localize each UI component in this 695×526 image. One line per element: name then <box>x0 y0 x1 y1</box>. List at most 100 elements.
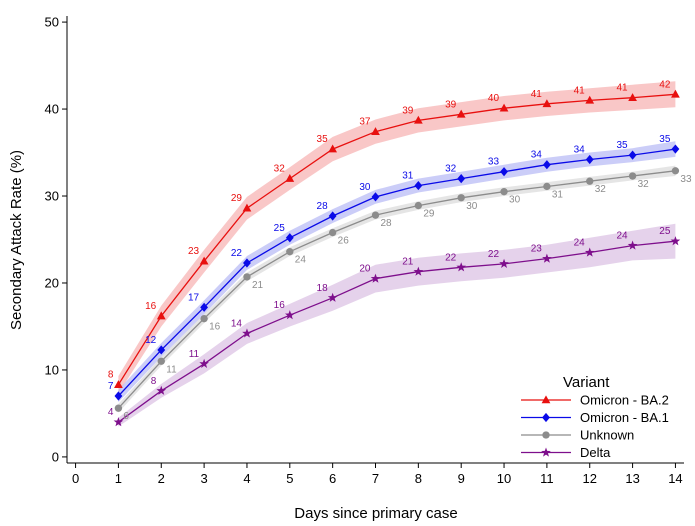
x-tick-label: 9 <box>458 471 465 486</box>
legend: Variant Omicron - BA.2 Omicron - BA.1 Unkno… <box>521 374 669 460</box>
data-point <box>499 103 509 112</box>
x-tick-label: 13 <box>625 471 639 486</box>
confidence-band <box>118 81 676 394</box>
data-point <box>457 174 466 184</box>
confidence-band <box>118 141 676 403</box>
series-delta <box>113 236 681 427</box>
data-point <box>542 431 550 439</box>
data-point <box>413 266 424 276</box>
data-label: 31 <box>552 189 564 200</box>
data-label: 17 <box>188 292 200 303</box>
y-tick-label: 50 <box>45 15 59 30</box>
series-layer <box>113 89 681 427</box>
data-point <box>371 127 380 135</box>
data-point <box>328 211 337 221</box>
x-axis-title: Days since primary case <box>294 505 457 522</box>
data-point <box>671 144 680 154</box>
data-point <box>370 273 381 283</box>
data-point <box>671 89 680 98</box>
data-point <box>414 201 423 210</box>
data-point <box>156 385 167 395</box>
data-point <box>114 380 123 389</box>
series-unknown <box>114 167 680 412</box>
data-label: 22 <box>231 248 243 259</box>
data-point <box>542 253 552 263</box>
data-label: 29 <box>423 209 435 220</box>
data-point <box>157 345 166 355</box>
data-label: 30 <box>466 201 478 212</box>
data-label: 42 <box>659 79 671 90</box>
data-label: 30 <box>509 195 521 206</box>
data-point <box>456 109 466 118</box>
data-label: 22 <box>488 249 500 260</box>
data-label: 16 <box>274 300 286 311</box>
data-point <box>328 144 338 153</box>
legend-item: Omicron - BA.2 <box>521 393 669 408</box>
legend-title: Variant <box>563 374 610 391</box>
data-label: 22 <box>445 252 457 263</box>
data-label: 33 <box>680 174 692 185</box>
series-line <box>117 93 676 386</box>
data-label: 40 <box>488 93 500 104</box>
data-point <box>242 203 252 212</box>
data-labels: 8 16 23 29 32 35 37 39 39 40 41 41 41 42 7 12 17 22 25 28 30… <box>108 79 692 422</box>
data-label: 30 <box>359 182 371 193</box>
data-point <box>199 256 209 265</box>
series-omicron-ba-2 <box>114 89 680 389</box>
data-point <box>157 357 165 365</box>
data-label: 7 <box>108 381 114 392</box>
data-point <box>327 292 338 302</box>
data-point <box>285 233 294 243</box>
data-point <box>541 395 551 404</box>
data-point <box>414 180 423 191</box>
x-tick-label: 6 <box>329 471 336 486</box>
confidence-band <box>118 223 676 427</box>
x-tick-label: 2 <box>158 471 165 486</box>
data-point <box>113 417 124 427</box>
legend-item: Delta <box>521 445 611 460</box>
data-point <box>541 447 551 457</box>
x-tick-label: 4 <box>243 471 250 486</box>
data-label: 31 <box>402 171 414 182</box>
data-label: 6 <box>123 411 129 422</box>
data-label: 4 <box>108 407 114 418</box>
data-point <box>156 311 166 320</box>
y-tick-label: 0 <box>52 449 59 464</box>
data-label: 32 <box>595 184 607 195</box>
series-line <box>117 148 676 397</box>
data-point <box>243 258 251 268</box>
data-label: 12 <box>145 335 157 346</box>
data-point <box>285 174 295 182</box>
series-line <box>117 170 676 409</box>
data-point <box>457 194 465 202</box>
data-label: 23 <box>531 244 543 255</box>
data-point <box>500 167 508 177</box>
data-label: 28 <box>317 201 329 212</box>
data-label: 23 <box>188 246 200 257</box>
data-point <box>243 273 251 281</box>
legend-item: Unknown <box>521 428 634 443</box>
data-label: 41 <box>531 89 543 100</box>
data-label: 32 <box>638 179 650 190</box>
y-tick-label: 10 <box>45 362 59 377</box>
data-label: 35 <box>659 134 671 145</box>
legend-label: Delta <box>580 445 611 460</box>
data-point <box>670 236 681 246</box>
data-label: 29 <box>231 193 243 204</box>
data-label: 8 <box>151 376 157 387</box>
data-label: 33 <box>488 157 500 168</box>
y-tick-label: 40 <box>45 102 59 117</box>
data-label: 18 <box>317 283 329 294</box>
data-label: 41 <box>574 85 586 96</box>
legend-label: Unknown <box>580 428 634 443</box>
data-point <box>585 95 595 104</box>
y-tick-label: 20 <box>45 275 59 290</box>
data-point <box>499 258 509 268</box>
x-tick-label: 12 <box>583 471 597 486</box>
data-point <box>586 177 594 185</box>
x-tick-label: 3 <box>200 471 207 486</box>
data-label: 16 <box>145 301 157 312</box>
data-point <box>542 160 551 170</box>
